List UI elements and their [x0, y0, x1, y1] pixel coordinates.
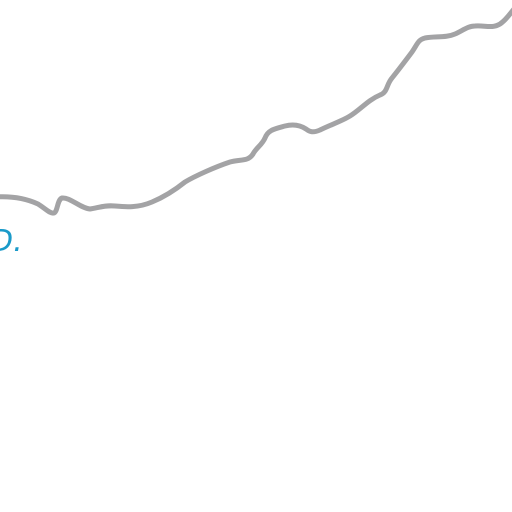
partial-text: D. [0, 224, 23, 259]
ridge-line [0, 7, 512, 216]
